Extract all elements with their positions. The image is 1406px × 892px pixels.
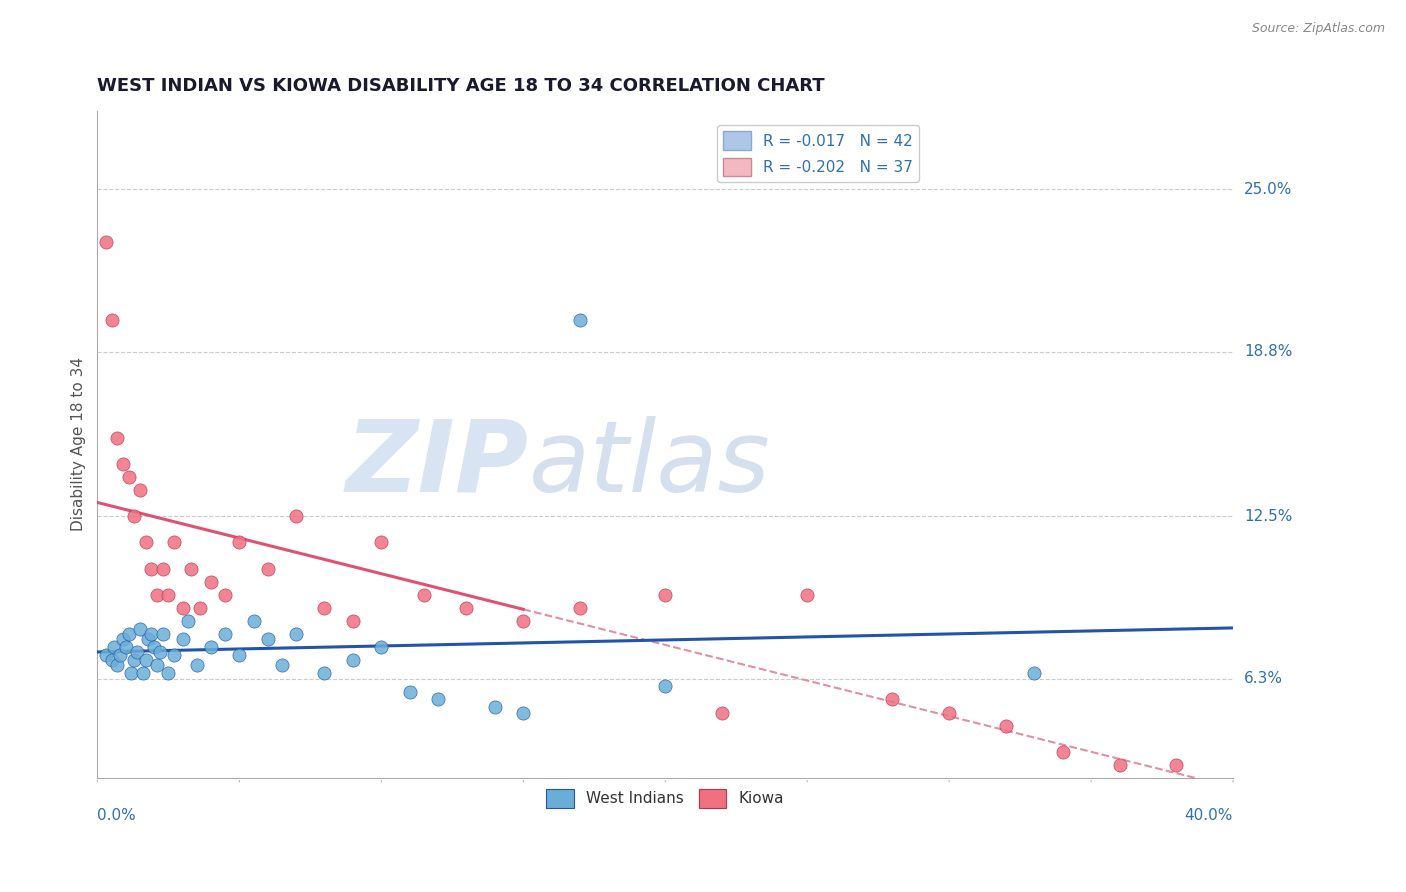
Point: [186, 658, 208, 673]
Point: [256, 632, 278, 647]
Point: [512, 706, 534, 720]
Point: [1108, 757, 1130, 772]
Point: [111, 457, 134, 471]
Point: [314, 600, 336, 615]
Point: [138, 632, 160, 647]
Point: [157, 588, 180, 602]
Point: [122, 653, 145, 667]
Point: [111, 632, 134, 647]
Point: [117, 627, 139, 641]
Point: [711, 706, 734, 720]
Point: [127, 645, 149, 659]
Point: [188, 600, 211, 615]
Point: [120, 666, 142, 681]
Point: [105, 431, 128, 445]
Point: [180, 562, 202, 576]
Point: [569, 313, 592, 327]
Point: [200, 574, 222, 589]
Point: [1166, 757, 1188, 772]
Text: ZIP: ZIP: [346, 416, 529, 513]
Text: 0.0%: 0.0%: [97, 808, 136, 823]
Point: [314, 666, 336, 681]
Point: [200, 640, 222, 654]
Point: [271, 658, 294, 673]
Point: [228, 535, 250, 549]
Text: 18.8%: 18.8%: [1244, 344, 1292, 359]
Point: [177, 614, 200, 628]
Point: [103, 640, 125, 654]
Point: [146, 658, 169, 673]
Point: [1052, 745, 1074, 759]
Point: [398, 684, 420, 698]
Point: [100, 653, 122, 667]
Point: [157, 666, 180, 681]
Point: [100, 313, 122, 327]
Text: WEST INDIAN VS KIOWA DISABILITY AGE 18 TO 34 CORRELATION CHART: WEST INDIAN VS KIOWA DISABILITY AGE 18 T…: [97, 78, 825, 95]
Point: [163, 535, 186, 549]
Point: [256, 562, 278, 576]
Text: Source: ZipAtlas.com: Source: ZipAtlas.com: [1251, 22, 1385, 36]
Point: [1024, 666, 1046, 681]
Point: [152, 562, 174, 576]
Point: [484, 700, 506, 714]
Point: [427, 692, 450, 706]
Point: [163, 648, 186, 662]
Point: [342, 653, 364, 667]
Point: [132, 666, 155, 681]
Text: 12.5%: 12.5%: [1244, 508, 1292, 524]
Point: [172, 600, 194, 615]
Point: [242, 614, 264, 628]
Point: [654, 679, 676, 693]
Point: [129, 622, 152, 636]
Text: 40.0%: 40.0%: [1185, 808, 1233, 823]
Point: [135, 653, 157, 667]
Point: [94, 235, 117, 249]
Point: [149, 645, 172, 659]
Text: atlas: atlas: [529, 416, 770, 513]
Point: [94, 648, 117, 662]
Text: 25.0%: 25.0%: [1244, 182, 1292, 197]
Point: [143, 640, 166, 654]
Point: [172, 632, 194, 647]
Point: [882, 692, 904, 706]
Point: [285, 509, 308, 524]
Point: [135, 535, 157, 549]
Point: [285, 627, 308, 641]
Point: [654, 588, 676, 602]
Point: [122, 509, 145, 524]
Point: [105, 658, 128, 673]
Point: [994, 718, 1017, 732]
Point: [108, 648, 131, 662]
Text: 6.3%: 6.3%: [1244, 671, 1284, 686]
Point: [129, 483, 152, 498]
Point: [370, 535, 392, 549]
Point: [796, 588, 818, 602]
Point: [214, 627, 236, 641]
Point: [569, 600, 592, 615]
Point: [141, 627, 163, 641]
Point: [342, 614, 364, 628]
Legend: West Indians, Kiowa: West Indians, Kiowa: [540, 783, 790, 814]
Point: [370, 640, 392, 654]
Point: [228, 648, 250, 662]
Point: [456, 600, 478, 615]
Point: [412, 588, 434, 602]
Point: [117, 470, 139, 484]
Point: [114, 640, 136, 654]
Point: [141, 562, 163, 576]
Point: [512, 614, 534, 628]
Point: [214, 588, 236, 602]
Point: [152, 627, 174, 641]
Y-axis label: Disability Age 18 to 34: Disability Age 18 to 34: [72, 358, 86, 532]
Point: [146, 588, 169, 602]
Point: [938, 706, 960, 720]
